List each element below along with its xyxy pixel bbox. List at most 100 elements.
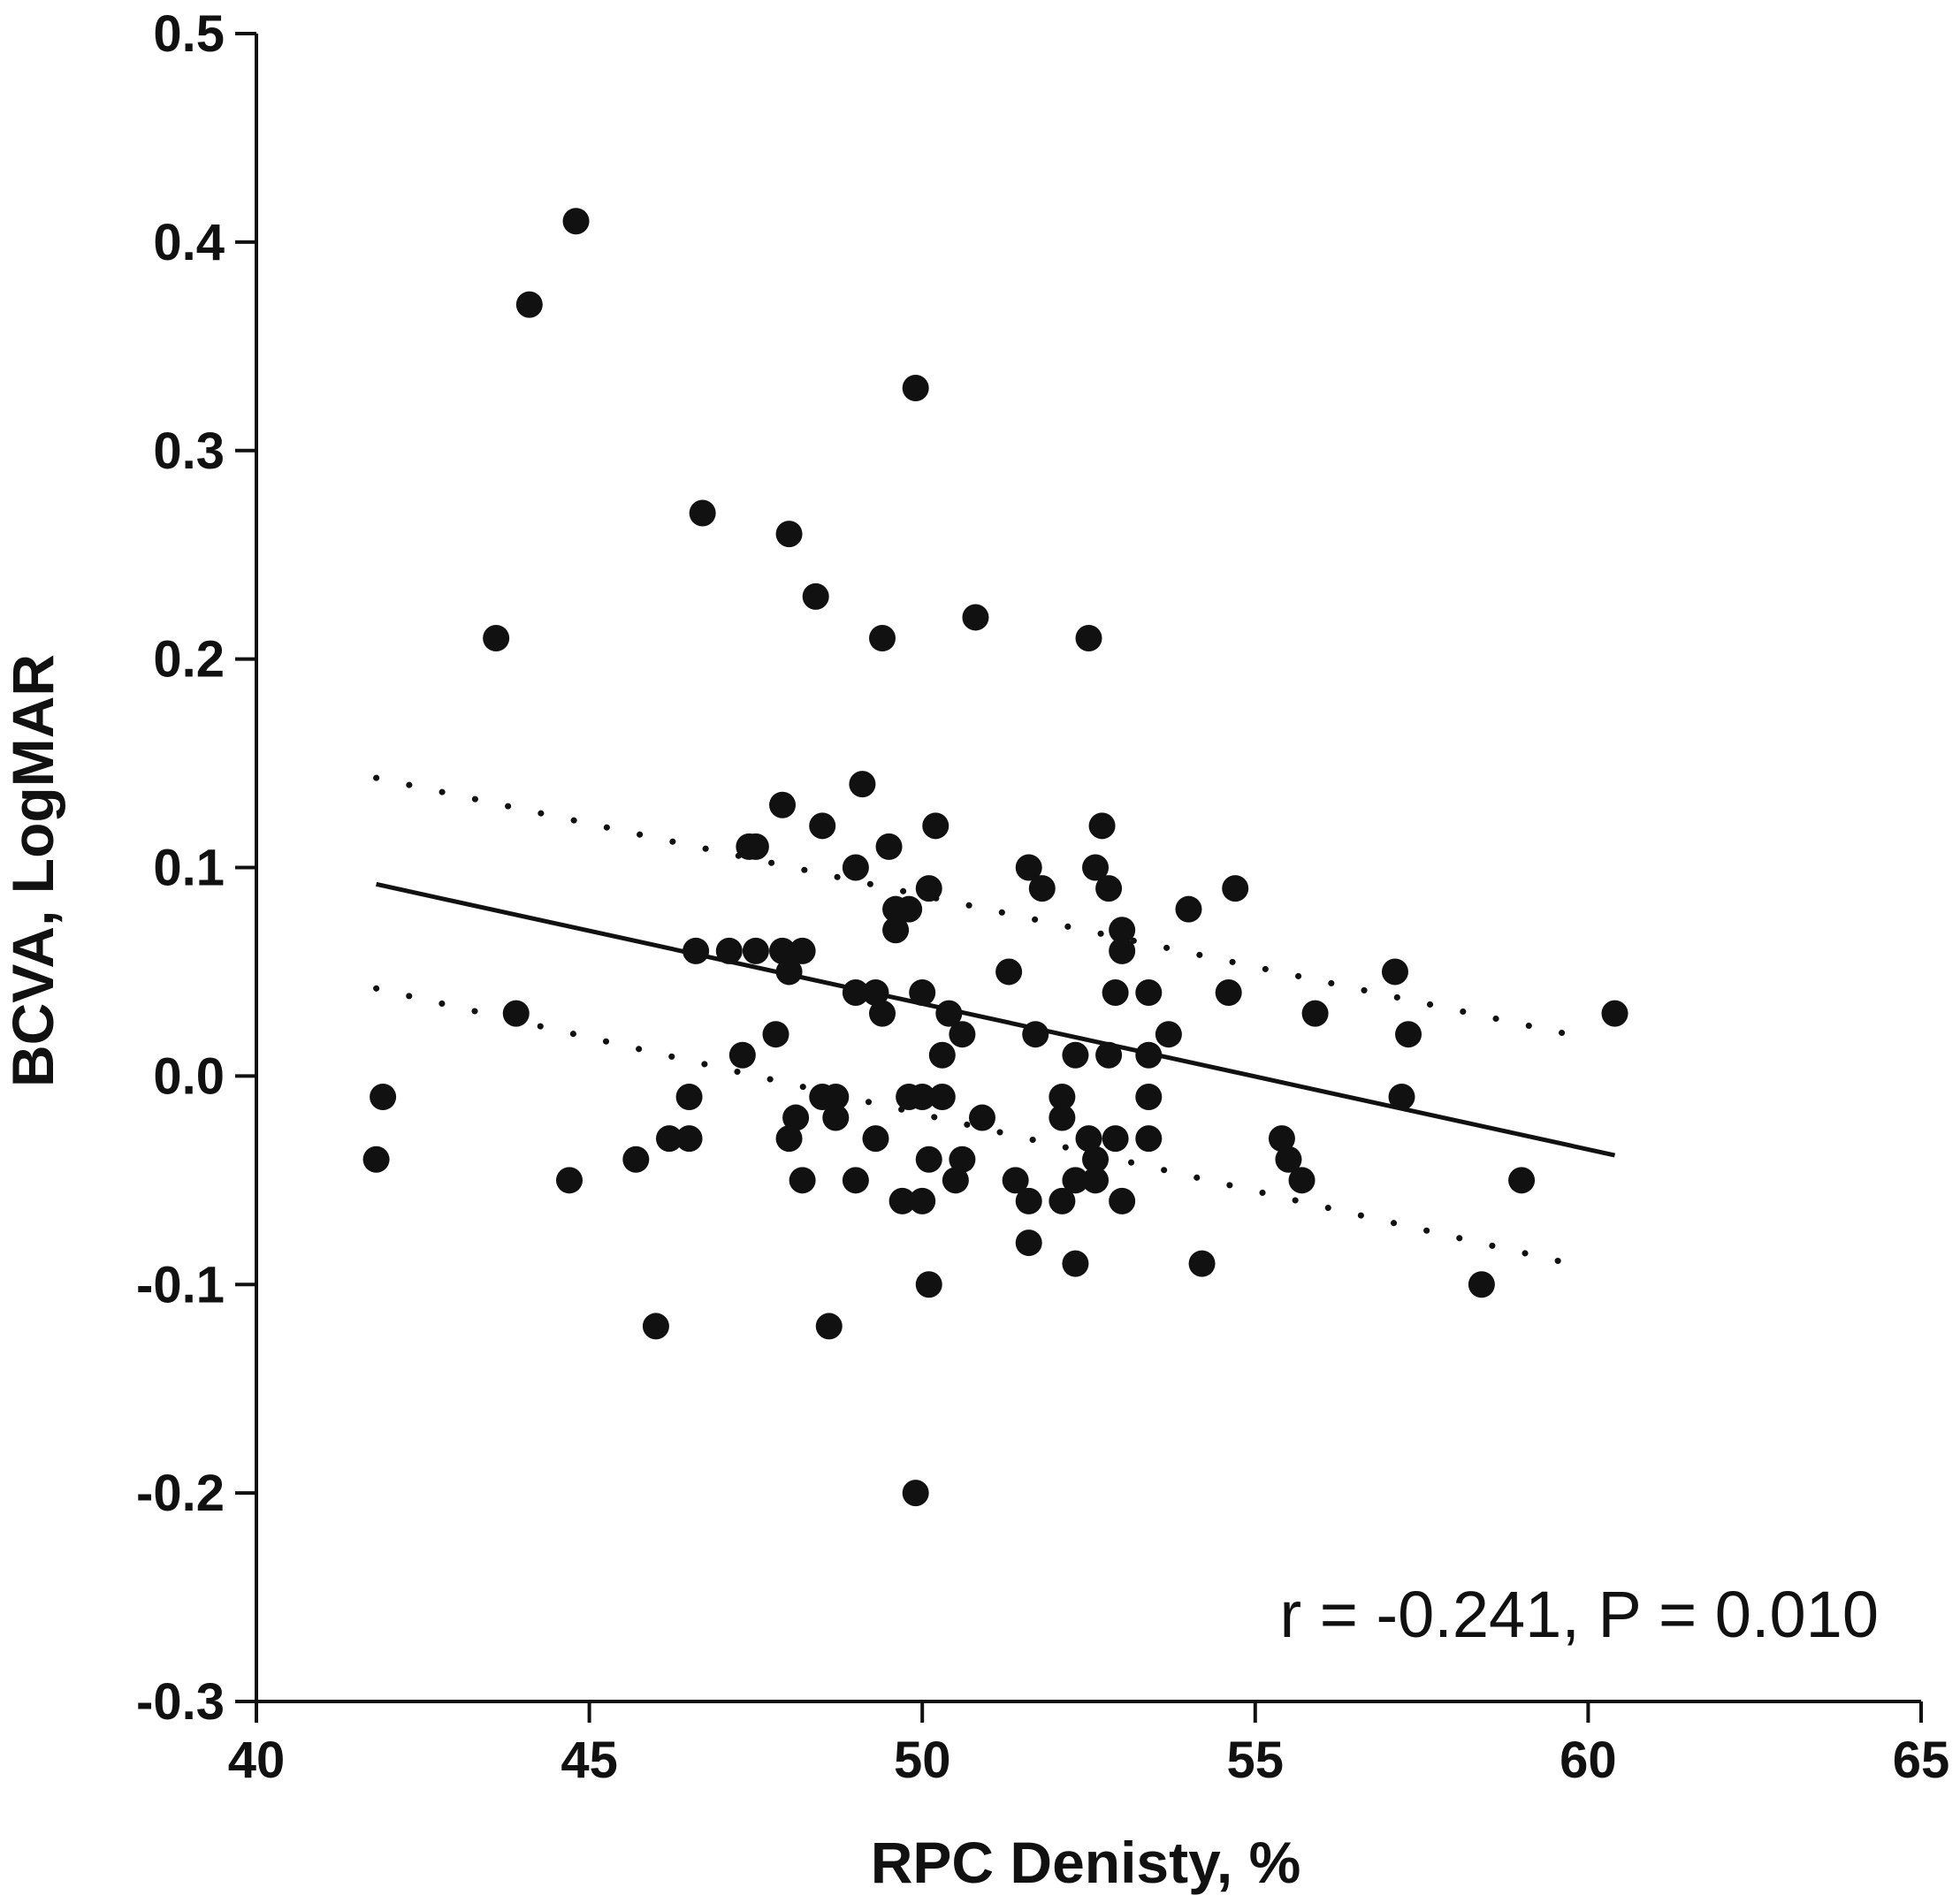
y-tick-label: 0.3 <box>153 422 225 480</box>
data-point <box>775 958 803 986</box>
data-point <box>928 1083 956 1110</box>
data-point <box>842 854 869 881</box>
data-point <box>1222 875 1249 902</box>
data-point <box>1508 1167 1536 1194</box>
data-point <box>1015 1229 1042 1257</box>
data-point <box>1082 1167 1110 1194</box>
data-point <box>782 1104 810 1131</box>
data-point <box>1028 875 1056 902</box>
y-tick-label: 0.1 <box>153 840 225 897</box>
data-point <box>822 1083 850 1110</box>
tick-labels: 40 45 50 55 60 65 -0.3 -0.2 -0.1 0.0 0.1 0.2 0.3 0.4 0… <box>136 5 1949 1789</box>
data-point <box>815 1313 843 1340</box>
data-point <box>1049 1083 1076 1110</box>
data-point <box>1062 1041 1089 1069</box>
data-point <box>1601 1000 1628 1027</box>
data-point <box>1135 1125 1163 1153</box>
y-tick-label: 0.0 <box>153 1047 225 1105</box>
x-tick-label: 55 <box>1227 1732 1285 1789</box>
y-tick-label: 0.4 <box>153 214 225 271</box>
data-point <box>1155 1021 1182 1048</box>
data-point <box>909 979 936 1007</box>
data-point <box>822 1104 850 1131</box>
data-point <box>1109 1187 1136 1214</box>
regression-line-group <box>376 881 1616 1158</box>
data-point <box>949 1146 976 1173</box>
data-point <box>1102 979 1129 1007</box>
data-point <box>915 1271 942 1298</box>
data-point <box>775 521 803 548</box>
x-tick-label: 45 <box>561 1732 618 1789</box>
data-point <box>888 1187 916 1214</box>
data-point <box>775 1125 803 1153</box>
data-point <box>362 1146 390 1173</box>
data-point <box>922 812 949 840</box>
data-point <box>1395 1021 1422 1048</box>
x-tick-label: 65 <box>1893 1732 1950 1789</box>
data-point <box>1388 1083 1415 1110</box>
data-point <box>1468 1271 1495 1298</box>
data-point <box>1109 937 1136 964</box>
data-point <box>862 1125 889 1153</box>
y-tick-label: 0.5 <box>153 5 225 63</box>
data-point <box>902 374 929 401</box>
ticks <box>235 32 1923 1723</box>
data-point <box>1002 1167 1029 1194</box>
data-point <box>995 958 1023 986</box>
data-point <box>683 937 710 964</box>
x-axis-title: RPC Denisty, % <box>871 1830 1301 1895</box>
x-tick-label: 50 <box>894 1732 951 1789</box>
data-point <box>1015 1187 1042 1214</box>
x-tick-label: 40 <box>228 1732 286 1789</box>
data-point <box>1075 1125 1102 1153</box>
data-point <box>789 1167 816 1194</box>
data-point <box>1188 1250 1216 1277</box>
data-point <box>1102 1125 1129 1153</box>
data-point <box>769 791 797 818</box>
data-point <box>515 291 543 318</box>
data-point <box>762 1021 789 1048</box>
data-point <box>1109 917 1136 944</box>
data-point <box>1088 812 1116 840</box>
data-point <box>928 1041 956 1069</box>
ci-upper-line <box>373 774 1591 1042</box>
data-point <box>728 1041 756 1069</box>
regression-line <box>376 881 1616 1158</box>
data-point <box>809 812 836 840</box>
data-point <box>915 875 942 902</box>
data-point <box>742 937 769 964</box>
data-point <box>1022 1021 1049 1048</box>
data-point <box>1095 875 1123 902</box>
data-point <box>949 1021 976 1048</box>
data-point <box>622 1146 650 1173</box>
data-point <box>1135 1083 1163 1110</box>
data-point <box>675 1083 703 1110</box>
y-tick-label: 0.2 <box>153 631 225 689</box>
data-point <box>869 1000 896 1027</box>
data-point <box>1082 1146 1110 1173</box>
data-point <box>689 499 716 527</box>
data-point <box>1175 895 1202 923</box>
y-tick-label: -0.2 <box>136 1465 225 1522</box>
data-point <box>1049 1104 1076 1131</box>
data-point <box>935 1000 963 1027</box>
data-point <box>1015 854 1042 881</box>
data-point <box>875 833 903 860</box>
data-points <box>362 208 1628 1507</box>
data-point <box>1075 625 1102 652</box>
data-point <box>909 1083 936 1110</box>
data-point <box>655 1125 683 1153</box>
data-point <box>902 1480 929 1507</box>
data-point <box>909 1187 936 1214</box>
data-point <box>1275 1146 1302 1173</box>
data-point <box>715 937 743 964</box>
data-point <box>1381 958 1408 986</box>
data-point <box>1268 1125 1295 1153</box>
data-point <box>849 771 876 798</box>
y-axis-title: BCVA, LogMAR <box>0 654 65 1087</box>
data-point <box>562 208 590 235</box>
data-point <box>789 937 816 964</box>
y-tick-label: -0.3 <box>136 1673 225 1731</box>
data-point <box>1049 1187 1076 1214</box>
data-point <box>942 1167 969 1194</box>
